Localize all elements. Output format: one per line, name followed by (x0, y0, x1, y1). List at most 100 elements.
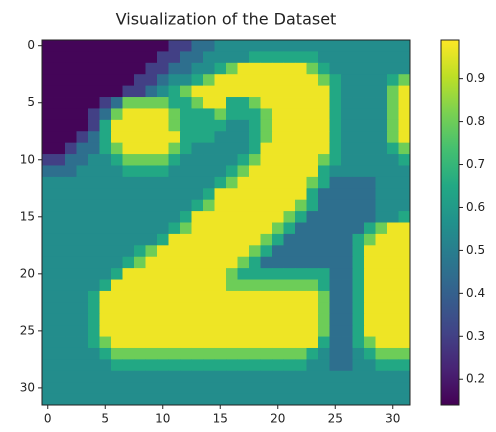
cell (261, 348, 273, 360)
x-tick-label: 25 (328, 412, 343, 426)
cell (341, 188, 353, 200)
cell (215, 188, 227, 200)
cell (261, 291, 273, 303)
cell (215, 348, 227, 360)
cell (307, 120, 319, 132)
cell (226, 120, 238, 132)
y-tick-label: 0 (27, 38, 35, 52)
cell (364, 86, 376, 98)
cell (65, 120, 77, 132)
cell (111, 382, 123, 394)
cell (146, 302, 158, 314)
cell (387, 394, 399, 406)
cell (146, 280, 158, 292)
cell (318, 97, 330, 109)
cell (238, 97, 250, 109)
cell (203, 325, 215, 337)
cell (192, 97, 204, 109)
cell (226, 223, 238, 235)
cell (341, 86, 353, 98)
cell (330, 257, 342, 269)
cell (295, 154, 307, 166)
cell (77, 165, 89, 177)
cell (180, 302, 192, 314)
cell (341, 325, 353, 337)
cell (387, 245, 399, 257)
cell (169, 257, 181, 269)
cell (111, 40, 123, 52)
cell (284, 359, 296, 371)
cell (238, 280, 250, 292)
cell (111, 143, 123, 155)
cell (146, 86, 158, 98)
cell (272, 200, 284, 212)
cell (249, 51, 261, 63)
colorbar-tick-label: 0.6 (466, 200, 485, 214)
cell (169, 200, 181, 212)
cell (353, 337, 365, 349)
cell (307, 314, 319, 326)
cell (192, 268, 204, 280)
cell (399, 131, 411, 143)
cell (341, 40, 353, 52)
cell (169, 63, 181, 75)
cell (295, 188, 307, 200)
cell (318, 143, 330, 155)
cell (77, 51, 89, 63)
cell (364, 268, 376, 280)
cell (111, 348, 123, 360)
cell (180, 268, 192, 280)
cell (65, 302, 77, 314)
cell (353, 154, 365, 166)
cell (272, 40, 284, 52)
cell (238, 382, 250, 394)
cell (123, 257, 135, 269)
cell (77, 177, 89, 189)
cell (353, 302, 365, 314)
cell (215, 371, 227, 383)
cell (65, 51, 77, 63)
cell (376, 120, 388, 132)
cell (88, 86, 100, 98)
cell (249, 337, 261, 349)
cell (295, 291, 307, 303)
cell (387, 40, 399, 52)
cell (100, 371, 112, 383)
cell (100, 165, 112, 177)
cell (318, 63, 330, 75)
cell (134, 211, 146, 223)
cell (364, 348, 376, 360)
cell (226, 234, 238, 246)
cell (215, 154, 227, 166)
cell (295, 143, 307, 155)
cell (318, 371, 330, 383)
cell (249, 200, 261, 212)
cell (192, 394, 204, 406)
cell (353, 359, 365, 371)
cell (318, 165, 330, 177)
cell (180, 120, 192, 132)
cell (364, 382, 376, 394)
cell (192, 40, 204, 52)
cell (261, 314, 273, 326)
cell (272, 108, 284, 120)
cell (42, 280, 54, 292)
cell (364, 211, 376, 223)
cell (54, 359, 66, 371)
cell (399, 177, 411, 189)
cell (307, 325, 319, 337)
cell (387, 131, 399, 143)
cell (353, 325, 365, 337)
cell (318, 223, 330, 235)
cell (215, 245, 227, 257)
cell (111, 86, 123, 98)
cell (215, 51, 227, 63)
cell (215, 97, 227, 109)
cell (100, 302, 112, 314)
cell (261, 63, 273, 75)
cell (42, 337, 54, 349)
cell (238, 40, 250, 52)
cell (192, 165, 204, 177)
cell (261, 280, 273, 292)
cell (261, 371, 273, 383)
